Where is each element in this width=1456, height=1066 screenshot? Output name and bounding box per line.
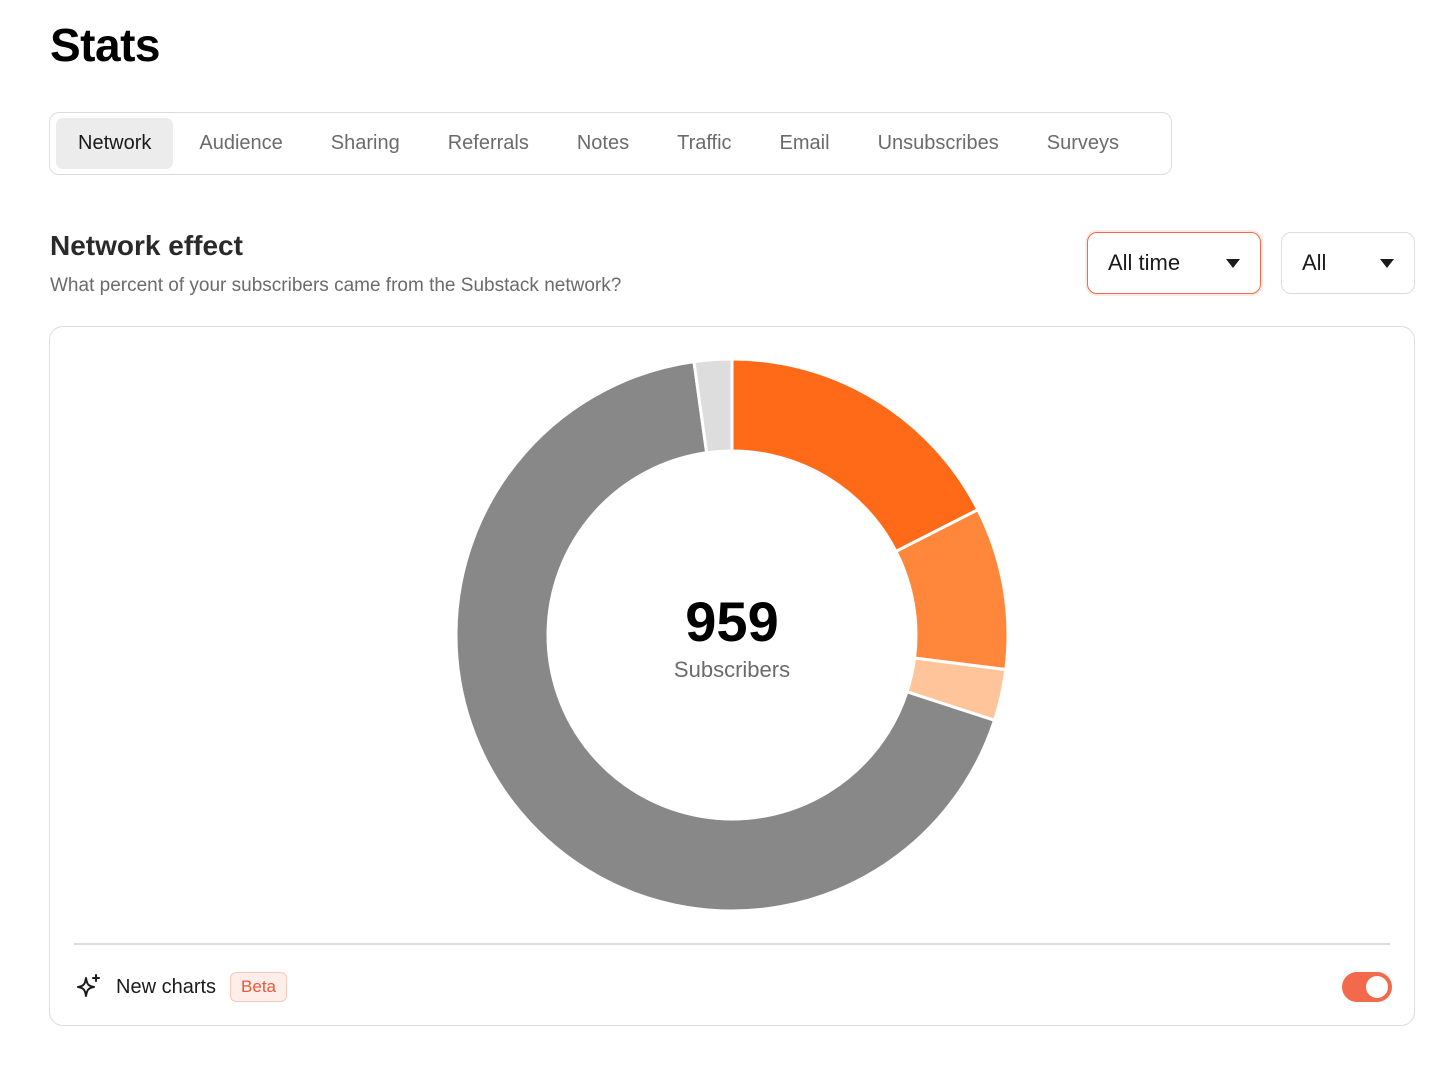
- tab-traffic[interactable]: Traffic: [655, 118, 753, 169]
- tab-label: Traffic: [677, 132, 732, 154]
- card-footer: New charts Beta: [74, 969, 1392, 1005]
- scope-value: All: [1302, 250, 1327, 275]
- tab-label: Referrals: [447, 132, 529, 154]
- time-range-value: All time: [1108, 250, 1181, 275]
- network-effect-card: 959 Subscribers New charts Beta: [49, 326, 1415, 1026]
- stats-tabs: Network Audience Sharing Referrals Notes…: [49, 112, 1172, 175]
- tab-label: Audience: [199, 132, 283, 154]
- new-charts-toggle[interactable]: [1342, 972, 1392, 1002]
- tab-label: Sharing: [330, 132, 400, 154]
- tab-notes[interactable]: Notes: [555, 118, 651, 169]
- card-divider: [74, 943, 1390, 945]
- page-title: Stats: [50, 19, 160, 71]
- tab-label: Surveys: [1046, 132, 1119, 154]
- scope-select[interactable]: All: [1281, 232, 1415, 294]
- tab-label: Email: [779, 132, 830, 154]
- time-range-select[interactable]: All time: [1087, 232, 1261, 294]
- beta-badge: Beta: [230, 972, 288, 1002]
- caret-down-icon: [1226, 258, 1240, 268]
- section-subtitle: What percent of your subscribers came fr…: [50, 275, 622, 296]
- tab-sharing[interactable]: Sharing: [309, 118, 422, 169]
- tab-email[interactable]: Email: [758, 118, 852, 169]
- donut-slice-4[interactable]: [454, 359, 997, 913]
- subscriber-total: 959: [685, 590, 779, 653]
- tab-label: Notes: [576, 132, 630, 154]
- caret-down-icon: [1380, 258, 1394, 268]
- section-title: Network effect: [50, 230, 243, 261]
- sparkle-icon: [77, 974, 100, 997]
- toggle-knob: [1366, 976, 1388, 998]
- tab-audience[interactable]: Audience: [177, 118, 304, 169]
- tab-unsubscribes[interactable]: Unsubscribes: [856, 118, 1021, 169]
- donut-slice-5[interactable]: [692, 357, 734, 455]
- tab-label: Network: [78, 132, 152, 154]
- new-charts-label: New charts: [116, 975, 217, 998]
- tab-label: Unsubscribes: [877, 132, 999, 154]
- donut-slice-1[interactable]: [730, 357, 980, 554]
- tab-referrals[interactable]: Referrals: [426, 118, 551, 169]
- tab-surveys[interactable]: Surveys: [1025, 118, 1141, 169]
- tab-network[interactable]: Network: [56, 118, 174, 169]
- subscriber-total-label: Subscribers: [673, 657, 791, 682]
- donut-chart: [454, 357, 1010, 913]
